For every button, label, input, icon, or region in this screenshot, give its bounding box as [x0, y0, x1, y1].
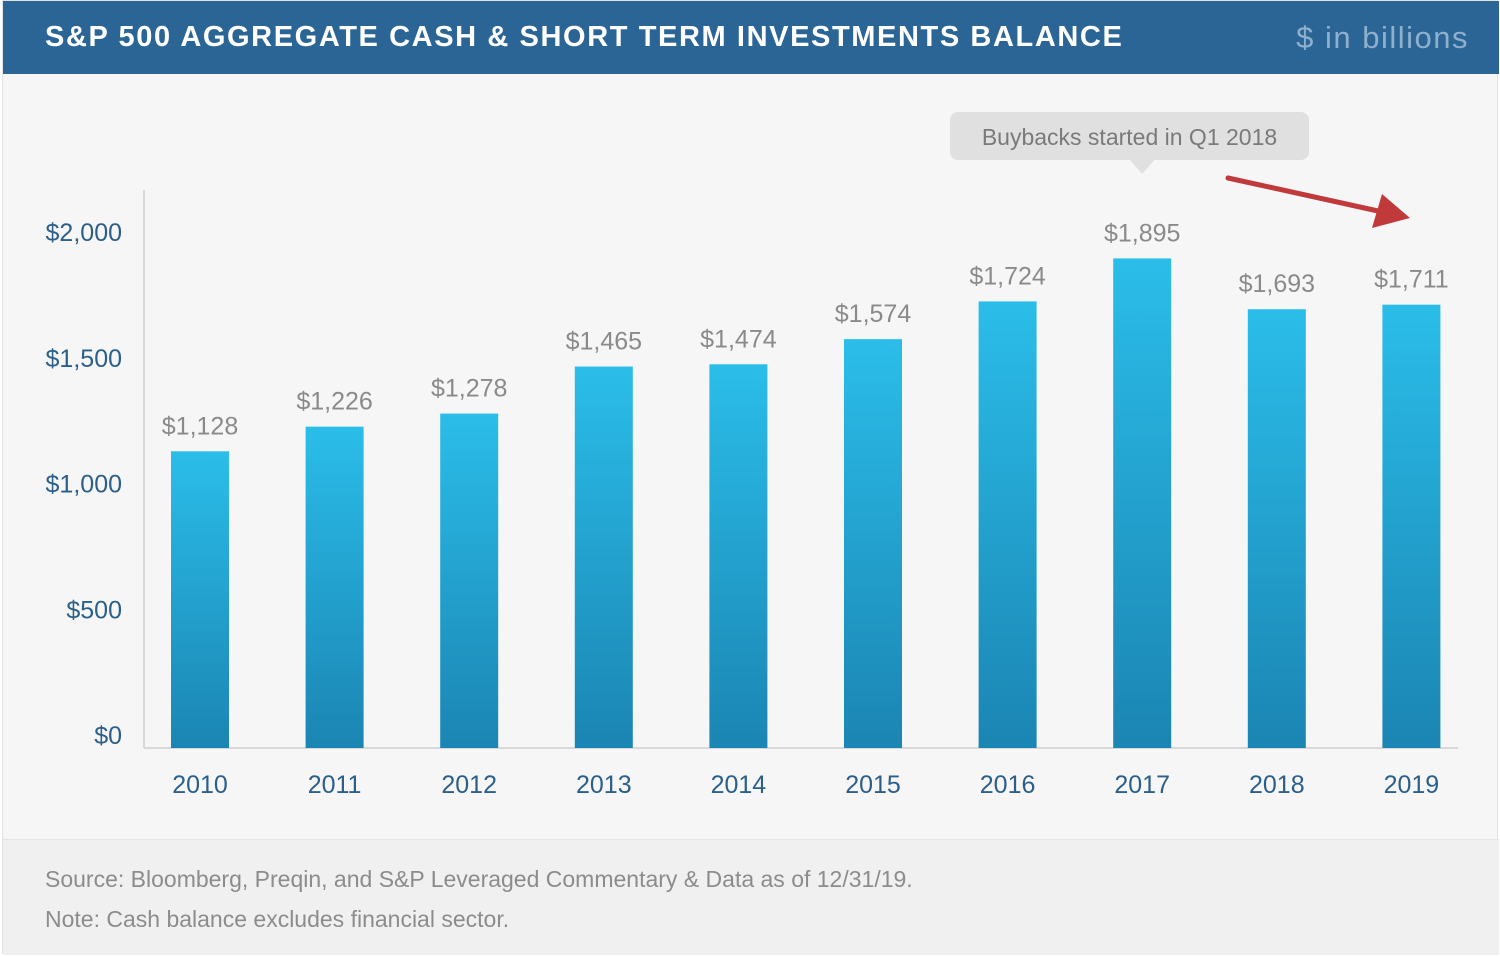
- bar: [844, 339, 902, 748]
- value-label: $1,711: [1374, 266, 1449, 294]
- y-tick-label: $500: [66, 596, 122, 624]
- callout-box: [950, 112, 1309, 160]
- bar: [1113, 258, 1172, 748]
- x-tick-label: 2015: [845, 771, 901, 799]
- x-tick-label: 2013: [576, 771, 632, 799]
- value-label: $1,278: [431, 375, 507, 403]
- value-label: $1,128: [162, 412, 238, 440]
- x-tick-label: 2011: [308, 771, 362, 799]
- value-label: $1,693: [1239, 270, 1315, 298]
- units-label: $ in billions: [1296, 20, 1469, 55]
- callout-pointer: [1130, 160, 1155, 174]
- bar: [574, 366, 633, 748]
- value-label: $1,226: [296, 388, 372, 416]
- x-tick-label: 2016: [980, 771, 1036, 799]
- x-tick-label: 2018: [1249, 771, 1305, 799]
- source-note: Source: Bloomberg, Preqin, and S&P Lever…: [45, 866, 913, 892]
- bar: [440, 413, 499, 748]
- x-tick-label: 2019: [1384, 771, 1440, 799]
- x-tick-label: 2010: [172, 771, 228, 799]
- bar: [1382, 304, 1441, 748]
- value-label: $1,574: [835, 300, 912, 328]
- value-label: $1,465: [566, 328, 642, 356]
- value-label: $1,895: [1104, 219, 1180, 247]
- bar: [305, 426, 364, 748]
- trend-arrow-line: [1225, 175, 1381, 214]
- bar: [709, 364, 768, 748]
- bar: [171, 451, 229, 748]
- y-tick-label: $1,000: [46, 471, 122, 499]
- trend-arrow-head: [1372, 194, 1410, 228]
- y-tick-label: $2,000: [46, 219, 122, 247]
- y-tick-label: $0: [94, 722, 122, 750]
- x-tick-label: 2017: [1114, 771, 1170, 799]
- chart-header: S&P 500 AGGREGATE CASH & SHORT TERM INVE…: [3, 1, 1499, 74]
- callout-text: Buybacks started in Q1 2018: [982, 124, 1277, 150]
- value-label: $1,474: [700, 325, 777, 353]
- bar: [978, 301, 1037, 748]
- disclaimer-note: Note: Cash balance excludes financial se…: [45, 906, 510, 932]
- x-tick-label: 2014: [711, 771, 767, 799]
- chart-title: S&P 500 AGGREGATE CASH & SHORT TERM INVE…: [45, 21, 1124, 53]
- value-label: $1,724: [969, 262, 1046, 290]
- bar: [1247, 309, 1306, 748]
- x-tick-label: 2012: [441, 771, 497, 799]
- y-tick-label: $1,500: [46, 345, 122, 373]
- chart-footer: Source: Bloomberg, Preqin, and S&P Lever…: [3, 839, 1499, 955]
